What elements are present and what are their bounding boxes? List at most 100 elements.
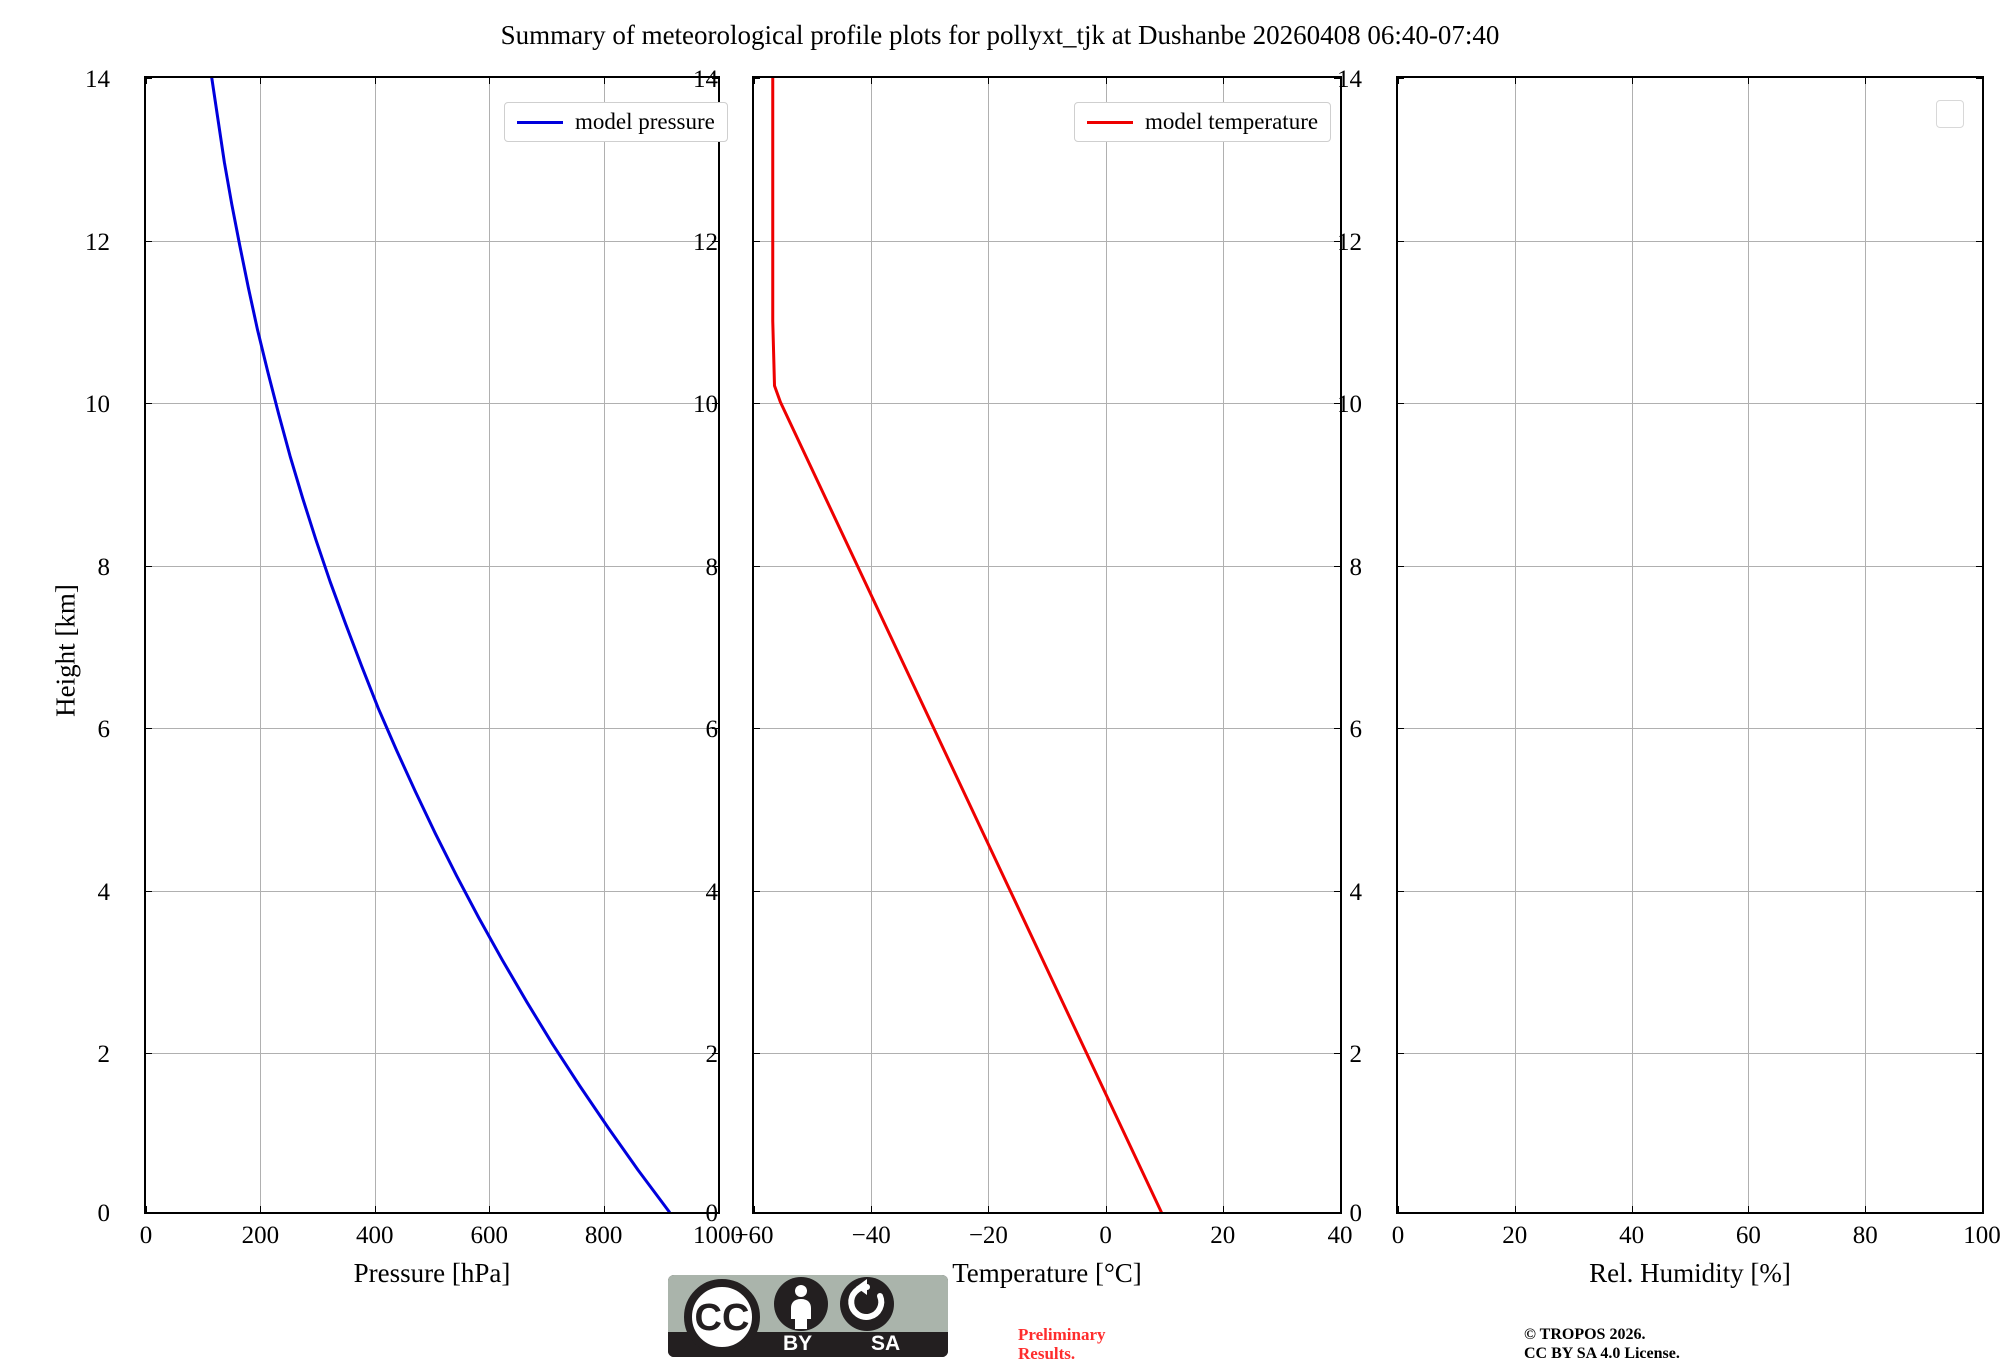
plot-area-temperature	[754, 78, 1340, 1212]
axis-tick	[1514, 1206, 1516, 1214]
share-alike-arrow-icon	[856, 1279, 867, 1295]
axis-tick	[712, 565, 720, 567]
gridline	[489, 78, 491, 1212]
x-tick-label: 40	[1619, 1222, 1645, 1249]
axis-tick	[1340, 1206, 1341, 1214]
axis-tick	[144, 78, 152, 79]
legend-label-pressure: model pressure	[575, 109, 715, 134]
y-tick-label: 6	[1349, 716, 1363, 744]
axis-tick	[752, 78, 760, 79]
y-tick-label: 10	[85, 391, 110, 419]
axis-tick	[754, 1206, 755, 1214]
axis-tick	[988, 76, 990, 84]
gridline	[1398, 1053, 1982, 1055]
axis-tick	[1982, 1206, 1983, 1214]
axis-tick	[1334, 565, 1342, 567]
gridline	[871, 78, 873, 1212]
axis-tick	[1222, 76, 1224, 84]
axis-tick	[1222, 1206, 1224, 1214]
axis-tick	[374, 76, 376, 84]
axis-tick	[146, 1206, 147, 1214]
axis-tick	[1631, 1206, 1633, 1214]
y-tick-label: 4	[97, 878, 111, 906]
axis-tick	[1340, 76, 1341, 84]
y-tick-label: 4	[705, 878, 719, 906]
axis-tick	[144, 890, 152, 892]
y-tick-label: 6	[97, 716, 111, 744]
page-title: Summary of meteorological profile plots …	[500, 20, 1500, 50]
axis-tick	[1334, 728, 1342, 730]
y-tick-label: 12	[1337, 228, 1362, 256]
x-tick-label: 200	[241, 1222, 280, 1249]
x-tick-label: 400	[356, 1222, 394, 1249]
axis-tick	[144, 565, 152, 567]
axis-tick	[1748, 76, 1750, 84]
gridline	[146, 728, 718, 730]
x-tick-label: 0	[1099, 1222, 1112, 1249]
axis-tick	[1334, 240, 1342, 242]
cc-text-icon: CC	[695, 1297, 750, 1339]
axis-tick	[1976, 565, 1984, 567]
axis-tick	[1976, 890, 1984, 892]
y-tick-label: 0	[705, 1200, 719, 1227]
gridline	[754, 890, 1340, 892]
axis-tick	[1398, 76, 1399, 84]
gridline	[146, 240, 718, 242]
axis-tick	[1334, 1212, 1342, 1213]
y-tick-label: 12	[693, 228, 718, 256]
axis-tick	[752, 240, 760, 242]
gridline	[1398, 728, 1982, 730]
y-tick-label: 0	[1349, 1200, 1363, 1227]
axis-tick	[1748, 1206, 1750, 1214]
gridline	[146, 890, 718, 892]
axis-tick	[712, 1053, 720, 1055]
legend-temperature[interactable]: model temperature	[1074, 102, 1332, 142]
axis-tick	[1976, 728, 1984, 730]
creative-commons-badge[interactable]: CC BY SA	[668, 1275, 948, 1357]
axis-tick	[1514, 76, 1516, 84]
y-tick-label: 8	[97, 553, 111, 581]
y-tick-label: 14	[1337, 66, 1362, 93]
y-tick-label: 14	[85, 66, 110, 93]
axis-tick	[144, 1212, 152, 1213]
axis-tick	[712, 1212, 720, 1213]
x-axis-label-pressure: Pressure [hPa]	[353, 1258, 511, 1288]
y-tick-label: 0	[97, 1200, 111, 1227]
axis-tick	[603, 1206, 605, 1214]
axis-tick	[1396, 403, 1404, 405]
legend-humidity-empty[interactable]	[1936, 100, 1964, 128]
x-tick-label: 800	[584, 1222, 623, 1249]
axis-tick	[712, 403, 720, 405]
x-tick-label: 80	[1852, 1222, 1878, 1249]
gridline	[754, 1053, 1340, 1055]
gridline	[754, 403, 1340, 405]
gridline	[146, 565, 718, 567]
x-tick-label: 100	[1963, 1222, 2000, 1249]
y-tick-label: 8	[705, 553, 719, 581]
x-tick-label: 0	[1391, 1222, 1405, 1249]
gridline	[1398, 403, 1982, 405]
axis-tick	[1396, 1212, 1404, 1213]
x-tick-label: −40	[851, 1222, 891, 1249]
gridline	[1398, 565, 1982, 567]
axis-tick	[1334, 890, 1342, 892]
legend-swatch-pressure	[517, 120, 563, 124]
gridline	[1631, 78, 1633, 1212]
axis-tick	[144, 1053, 152, 1055]
legend-pressure[interactable]: model pressure	[504, 102, 728, 142]
gridline	[260, 78, 262, 1212]
gridline	[1105, 78, 1107, 1212]
axis-tick	[146, 76, 147, 84]
axis-tick	[752, 890, 760, 892]
gridline	[754, 728, 1340, 730]
x-axis-label-temperature: Temperature [°C]	[952, 1258, 1142, 1288]
plot-area-pressure	[146, 78, 718, 1212]
axis-tick	[712, 728, 720, 730]
axis-tick	[1396, 565, 1404, 567]
gridline	[1514, 78, 1516, 1212]
x-tick-label: 0	[139, 1222, 153, 1249]
gridline	[374, 78, 376, 1212]
cc-badge-icons: CC	[684, 1277, 894, 1355]
axis-tick	[1334, 78, 1342, 79]
legend-swatch-temperature	[1087, 120, 1133, 124]
